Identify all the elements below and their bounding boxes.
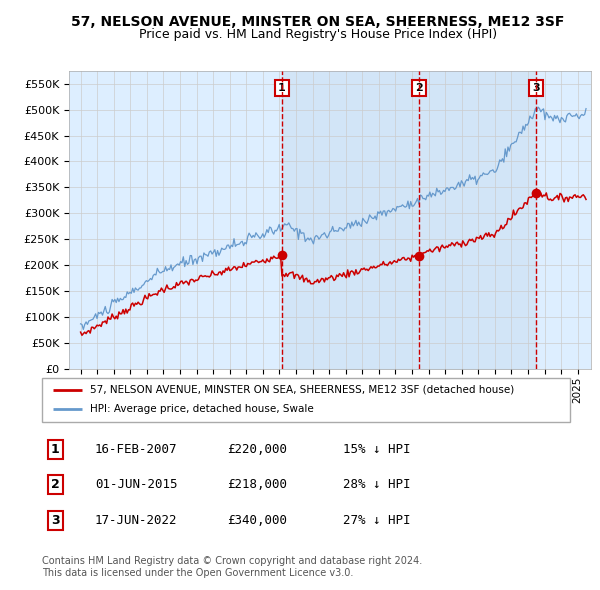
Text: 17-JUN-2022: 17-JUN-2022 [95, 514, 178, 527]
Text: 27% ↓ HPI: 27% ↓ HPI [343, 514, 410, 527]
Text: 15% ↓ HPI: 15% ↓ HPI [343, 443, 410, 456]
Text: Contains HM Land Registry data © Crown copyright and database right 2024.: Contains HM Land Registry data © Crown c… [42, 556, 422, 566]
Text: 01-JUN-2015: 01-JUN-2015 [95, 478, 178, 491]
Text: This data is licensed under the Open Government Licence v3.0.: This data is licensed under the Open Gov… [42, 568, 353, 578]
Text: 28% ↓ HPI: 28% ↓ HPI [343, 478, 410, 491]
Text: £340,000: £340,000 [227, 514, 287, 527]
Text: 2: 2 [51, 478, 59, 491]
Text: 1: 1 [278, 83, 286, 93]
Text: 3: 3 [532, 83, 539, 93]
Text: 1: 1 [51, 443, 59, 456]
Text: 16-FEB-2007: 16-FEB-2007 [95, 443, 178, 456]
Text: Price paid vs. HM Land Registry's House Price Index (HPI): Price paid vs. HM Land Registry's House … [139, 28, 497, 41]
Text: 2: 2 [415, 83, 423, 93]
Text: 57, NELSON AVENUE, MINSTER ON SEA, SHEERNESS, ME12 3SF (detached house): 57, NELSON AVENUE, MINSTER ON SEA, SHEER… [89, 385, 514, 395]
Text: 57, NELSON AVENUE, MINSTER ON SEA, SHEERNESS, ME12 3SF: 57, NELSON AVENUE, MINSTER ON SEA, SHEER… [71, 15, 565, 29]
Text: £220,000: £220,000 [227, 443, 287, 456]
Text: HPI: Average price, detached house, Swale: HPI: Average price, detached house, Swal… [89, 405, 313, 414]
Text: 3: 3 [51, 514, 59, 527]
Text: £218,000: £218,000 [227, 478, 287, 491]
